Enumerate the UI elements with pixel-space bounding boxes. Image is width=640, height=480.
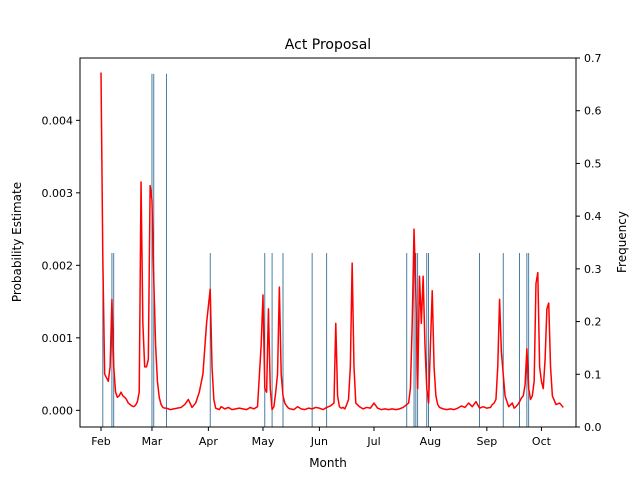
y2-tick-label: 0.1: [584, 368, 602, 381]
frequency-bar: [426, 253, 428, 427]
chart-title: Act Proposal: [285, 37, 371, 53]
frequency-bar: [282, 253, 284, 427]
x-tick-label: Aug: [420, 435, 441, 448]
y-tick-label: 0.003: [42, 187, 74, 200]
x-tick-label: May: [252, 435, 275, 448]
y2-tick-label: 0.0: [584, 421, 602, 434]
y2-tick-label: 0.7: [584, 52, 602, 65]
y2-tick-label: 0.6: [584, 105, 602, 118]
y2-tick-label: 0.3: [584, 263, 602, 276]
frequency-bar: [413, 253, 415, 427]
frequency-bar: [417, 253, 419, 427]
x-tick-label: Jul: [366, 435, 380, 448]
y-tick-label: 0.000: [42, 404, 74, 417]
y-axis-left: 0.000 0.001 0.002 0.003 0.004: [42, 114, 80, 417]
y2-tick-label: 0.5: [584, 157, 602, 170]
frequency-bar: [528, 253, 530, 427]
frequency-bar: [311, 253, 313, 427]
frequency-bar: [111, 253, 113, 427]
x-tick-label: Oct: [532, 435, 552, 448]
frequency-bar: [502, 253, 504, 427]
x-tick-label: Sep: [476, 435, 497, 448]
y2-tick-label: 0.4: [584, 210, 602, 223]
x-tick-label: Apr: [199, 435, 219, 448]
frequency-bar: [415, 253, 417, 427]
frequency-bar: [479, 253, 480, 427]
frequency-bar: [428, 253, 429, 427]
probability-line: [100, 72, 564, 411]
x-tick-label: Mar: [142, 435, 163, 448]
frequency-bar: [406, 253, 408, 427]
plot-frame: [79, 57, 577, 428]
frequency-bar: [102, 253, 104, 427]
y-tick-label: 0.004: [42, 114, 74, 127]
x-axis: Feb Mar Apr May Jun Jul Aug Sep Oct: [91, 427, 552, 448]
frequency-bar: [519, 253, 520, 427]
y-tick-label: 0.002: [42, 259, 74, 272]
y-tick-label: 0.001: [42, 332, 74, 345]
x-tick-label: Feb: [91, 435, 110, 448]
frequency-bar: [271, 253, 273, 427]
frequency-bar: [209, 253, 211, 427]
frequency-bar: [264, 253, 266, 427]
probability-series-line: [100, 72, 564, 411]
frequency-bar: [151, 73, 153, 427]
frequency-bar: [166, 73, 167, 427]
y-axis-left-label: Probability Estimate: [10, 182, 24, 302]
frequency-bar: [326, 253, 328, 427]
x-axis-label: Month: [309, 456, 347, 470]
y2-tick-label: 0.2: [584, 316, 602, 329]
x-tick-label: Jun: [310, 435, 328, 448]
y-axis-right-label: Frequency: [615, 211, 629, 273]
frequency-bar: [526, 253, 528, 427]
y-axis-right: 0.0 0.1 0.2 0.3 0.4 0.5 0.6 0.7: [576, 52, 602, 434]
